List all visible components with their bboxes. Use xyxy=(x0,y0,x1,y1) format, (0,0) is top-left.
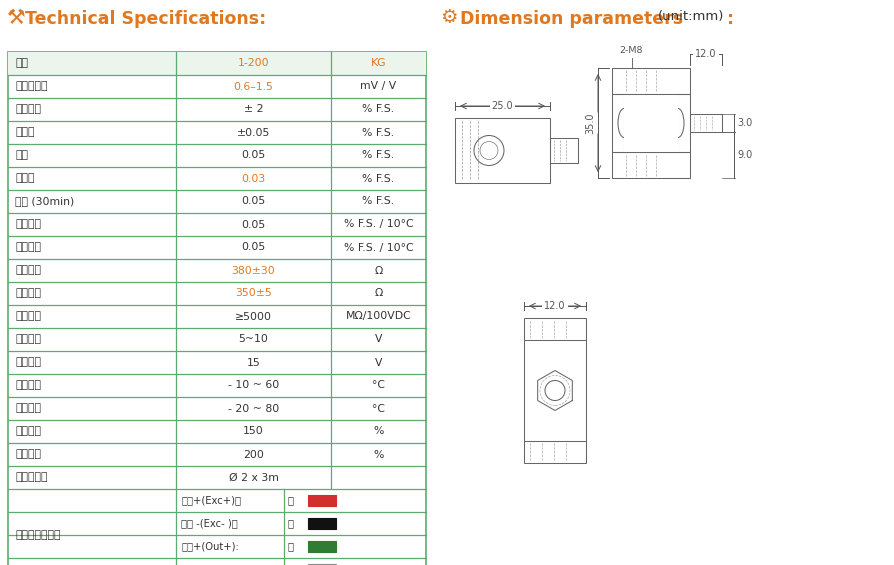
Text: (unit:mm): (unit:mm) xyxy=(658,10,724,23)
Text: %: % xyxy=(374,427,384,437)
Text: 电缆线连接方式: 电缆线连接方式 xyxy=(15,530,61,540)
Text: 绶缘电阵: 绶缘电阵 xyxy=(15,311,41,321)
Text: 350±5: 350±5 xyxy=(235,289,272,298)
Text: % F.S.: % F.S. xyxy=(362,150,394,160)
Text: 380±30: 380±30 xyxy=(232,266,275,276)
Text: 绿: 绿 xyxy=(287,541,293,551)
Text: 滘后: 滘后 xyxy=(15,150,28,160)
Text: 0.05: 0.05 xyxy=(241,197,266,206)
Text: 激励 -(Exc- )：: 激励 -(Exc- )： xyxy=(181,519,238,528)
Text: %: % xyxy=(374,450,384,459)
Text: - 20 ~ 80: - 20 ~ 80 xyxy=(228,403,279,414)
Text: 150: 150 xyxy=(243,427,264,437)
Text: 黑: 黑 xyxy=(287,519,293,528)
Text: 使用电压: 使用电压 xyxy=(15,334,41,345)
Text: 信号+(Out+):: 信号+(Out+): xyxy=(181,541,239,551)
Text: MΩ/100VDC: MΩ/100VDC xyxy=(346,311,411,321)
Bar xyxy=(550,138,578,163)
Text: 0.03: 0.03 xyxy=(241,173,266,184)
Bar xyxy=(455,118,550,183)
Text: 0.6–1.5: 0.6–1.5 xyxy=(233,81,274,92)
Text: 输出灵敏度: 输出灵敏度 xyxy=(15,81,47,92)
Text: 输入电阵: 输入电阵 xyxy=(15,266,41,276)
Text: °C: °C xyxy=(372,380,385,390)
Text: % F.S.: % F.S. xyxy=(362,128,394,137)
Bar xyxy=(308,541,336,553)
Text: 重复性: 重复性 xyxy=(15,173,35,184)
Bar xyxy=(612,152,690,178)
Text: % F.S. / 10°C: % F.S. / 10°C xyxy=(343,219,413,229)
Text: 量程: 量程 xyxy=(15,59,28,68)
Text: Technical Specifications:: Technical Specifications: xyxy=(25,10,266,28)
Text: ⚙: ⚙ xyxy=(440,8,458,27)
Text: 电缆线尺寸: 电缆线尺寸 xyxy=(15,472,47,483)
Text: 0.05: 0.05 xyxy=(241,150,266,160)
Bar xyxy=(624,94,678,152)
Text: V: V xyxy=(375,358,383,367)
Text: % F.S. / 10°C: % F.S. / 10°C xyxy=(343,242,413,253)
Text: :: : xyxy=(727,10,734,28)
Text: % F.S.: % F.S. xyxy=(362,173,394,184)
Text: ±0.05: ±0.05 xyxy=(237,128,270,137)
Text: Ø 2 x 3m: Ø 2 x 3m xyxy=(229,472,278,483)
Text: 15: 15 xyxy=(247,358,260,367)
Bar xyxy=(612,68,690,94)
Bar xyxy=(524,318,586,463)
Bar xyxy=(612,94,624,152)
Text: Dimension parameters: Dimension parameters xyxy=(460,10,683,28)
Bar xyxy=(678,94,690,152)
Text: 0.05: 0.05 xyxy=(241,242,266,253)
Text: 200: 200 xyxy=(243,450,264,459)
Text: 25.0: 25.0 xyxy=(492,101,513,111)
Bar xyxy=(308,518,336,529)
Text: 输出电阵: 输出电阵 xyxy=(15,289,41,298)
Text: 工作温度: 工作温度 xyxy=(15,403,41,414)
Bar xyxy=(8,52,426,565)
Text: ≥5000: ≥5000 xyxy=(235,311,272,321)
Text: % F.S.: % F.S. xyxy=(362,197,394,206)
Text: 12.0: 12.0 xyxy=(696,49,717,59)
Text: 2-M8: 2-M8 xyxy=(620,46,644,55)
Text: Ω: Ω xyxy=(375,289,383,298)
Text: 9.0: 9.0 xyxy=(737,150,752,160)
Text: 0.05: 0.05 xyxy=(241,219,266,229)
Bar xyxy=(308,494,336,506)
Text: 极限超载: 极限超载 xyxy=(15,450,41,459)
Text: ⚒: ⚒ xyxy=(7,8,26,28)
Text: 灵敏温漂: 灵敏温漂 xyxy=(15,219,41,229)
Text: 激励+(Exc+)：: 激励+(Exc+)： xyxy=(181,496,241,506)
Text: 零点输出: 零点输出 xyxy=(15,105,41,115)
Text: 1-200: 1-200 xyxy=(238,59,269,68)
Text: % F.S.: % F.S. xyxy=(362,105,394,115)
Bar xyxy=(8,52,426,75)
Text: 3.0: 3.0 xyxy=(737,118,752,128)
Text: 零点温漂: 零点温漂 xyxy=(15,242,41,253)
Text: 温补范围: 温补范围 xyxy=(15,380,41,390)
Text: KG: KG xyxy=(371,59,386,68)
Text: 12.0: 12.0 xyxy=(544,301,566,311)
Text: V: V xyxy=(375,334,383,345)
Text: 非线性: 非线性 xyxy=(15,128,35,137)
Text: - 10 ~ 60: - 10 ~ 60 xyxy=(228,380,279,390)
Bar xyxy=(308,563,336,565)
Bar xyxy=(690,114,722,132)
Text: ± 2: ± 2 xyxy=(244,105,263,115)
Text: °C: °C xyxy=(372,403,385,414)
Text: 红: 红 xyxy=(287,496,293,506)
Text: 35.0: 35.0 xyxy=(585,112,595,134)
Text: 安全超载: 安全超载 xyxy=(15,427,41,437)
Text: 蜆变 (30min): 蜆变 (30min) xyxy=(15,197,74,206)
Text: 最大电压: 最大电压 xyxy=(15,358,41,367)
Text: Ω: Ω xyxy=(375,266,383,276)
Text: 5~10: 5~10 xyxy=(239,334,268,345)
Text: mV / V: mV / V xyxy=(360,81,397,92)
